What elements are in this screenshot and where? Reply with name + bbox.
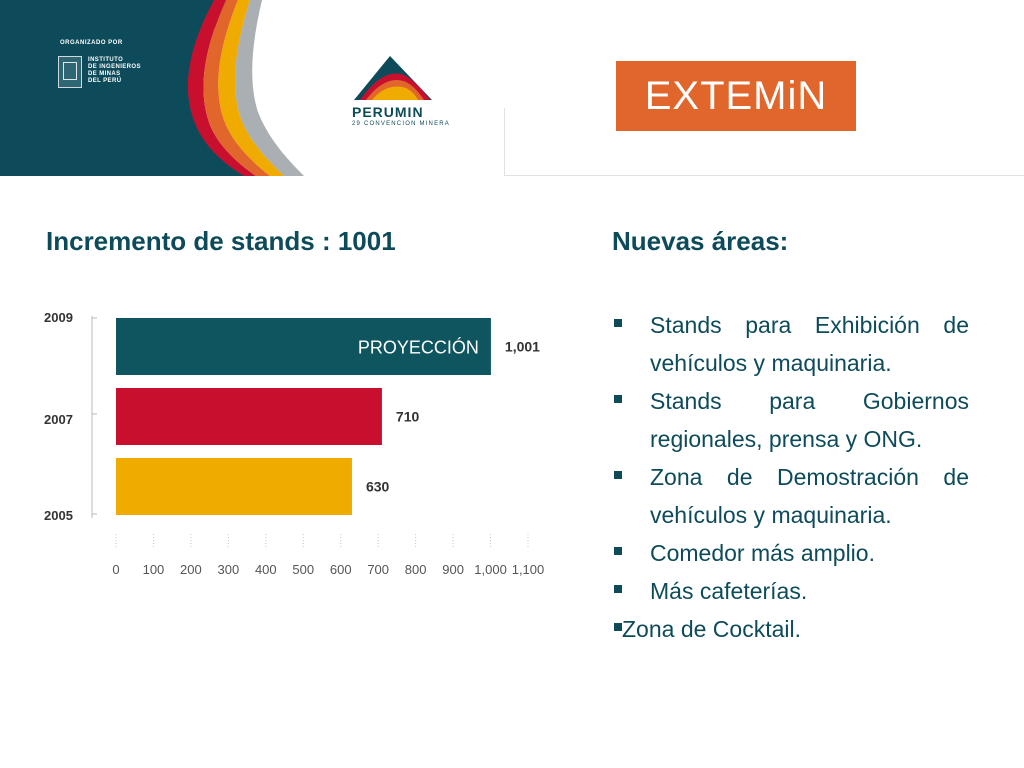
category-label: 2007 [44, 412, 73, 427]
x-tick-label: 1,000 [474, 562, 507, 577]
list-item: Stands para Gobiernos regionales, prensa… [612, 382, 969, 458]
bar-value-label: 1,001 [505, 339, 540, 355]
stands-bar-chart: 1,001 2009 PROYECCIÓN 710 2007 630 2005 0 100 200… [44, 310, 545, 577]
perumin-logo-icon [354, 56, 432, 100]
header-banner: ORGANIZADO POR INSTITUTO DE INGENIEROS D… [0, 0, 310, 176]
x-tick-label: 500 [292, 562, 314, 577]
organizer-line: DEL PERÚ [88, 78, 122, 84]
x-tick-label: 0 [112, 562, 119, 577]
bar-2005 [116, 458, 352, 515]
x-tick-label: 700 [367, 562, 389, 577]
new-areas-heading: Nuevas áreas: [612, 226, 789, 256]
projection-annotation: PROYECCIÓN [358, 337, 479, 358]
extemin-wordmark: EXTEMiN [644, 74, 828, 118]
list-item: Comedor más amplio. [612, 534, 969, 572]
divider [504, 175, 1024, 176]
list-item: Zona de Cocktail. [612, 610, 969, 648]
bar-2007 [116, 388, 382, 445]
bullet-square-icon [614, 471, 622, 479]
list-item: Zona de Demostración de vehículos y maqu… [612, 458, 969, 534]
organizer-line: INSTITUTO [88, 57, 124, 63]
decorative-swoosh-icon [187, 0, 310, 176]
bullet-square-icon [614, 623, 622, 631]
category-label: 2005 [44, 508, 73, 523]
bullet-square-icon [614, 395, 622, 403]
organizer-line: DE MINAS [88, 71, 121, 77]
organizer-line: DE INGENIEROS [88, 64, 141, 70]
perumin-wordmark: PERUMIN [352, 104, 424, 120]
x-tick-label: 400 [255, 562, 277, 577]
bullet-square-icon [614, 319, 622, 327]
bullet-square-icon [614, 547, 622, 555]
divider [504, 108, 505, 176]
x-tick-label: 1,100 [512, 562, 545, 577]
x-tick-label: 900 [442, 562, 464, 577]
bar-value-label: 630 [366, 479, 390, 495]
bar-2009 [116, 318, 491, 375]
x-tick-label: 800 [405, 562, 427, 577]
organizer-label: ORGANIZADO POR [60, 40, 123, 46]
extemin-logo: EXTEMiN [616, 61, 856, 131]
category-label: 2009 [44, 310, 73, 325]
bar-value-label: 710 [396, 409, 420, 425]
new-areas-list: Stands para Exhibición de vehículos y ma… [612, 306, 969, 648]
list-item: Stands para Exhibición de vehículos y ma… [612, 306, 969, 382]
institute-crest-icon [58, 56, 82, 88]
bullet-square-icon [614, 585, 622, 593]
x-tick-label: 600 [330, 562, 352, 577]
x-tick-label: 300 [218, 562, 240, 577]
x-tick-label: 200 [180, 562, 202, 577]
stands-heading: Incremento de stands : 1001 [46, 226, 396, 256]
perumin-subtitle: 29 CONVENCION MINERA [352, 121, 451, 127]
list-item: Más cafeterías. [612, 572, 969, 610]
x-tick-label: 100 [143, 562, 165, 577]
